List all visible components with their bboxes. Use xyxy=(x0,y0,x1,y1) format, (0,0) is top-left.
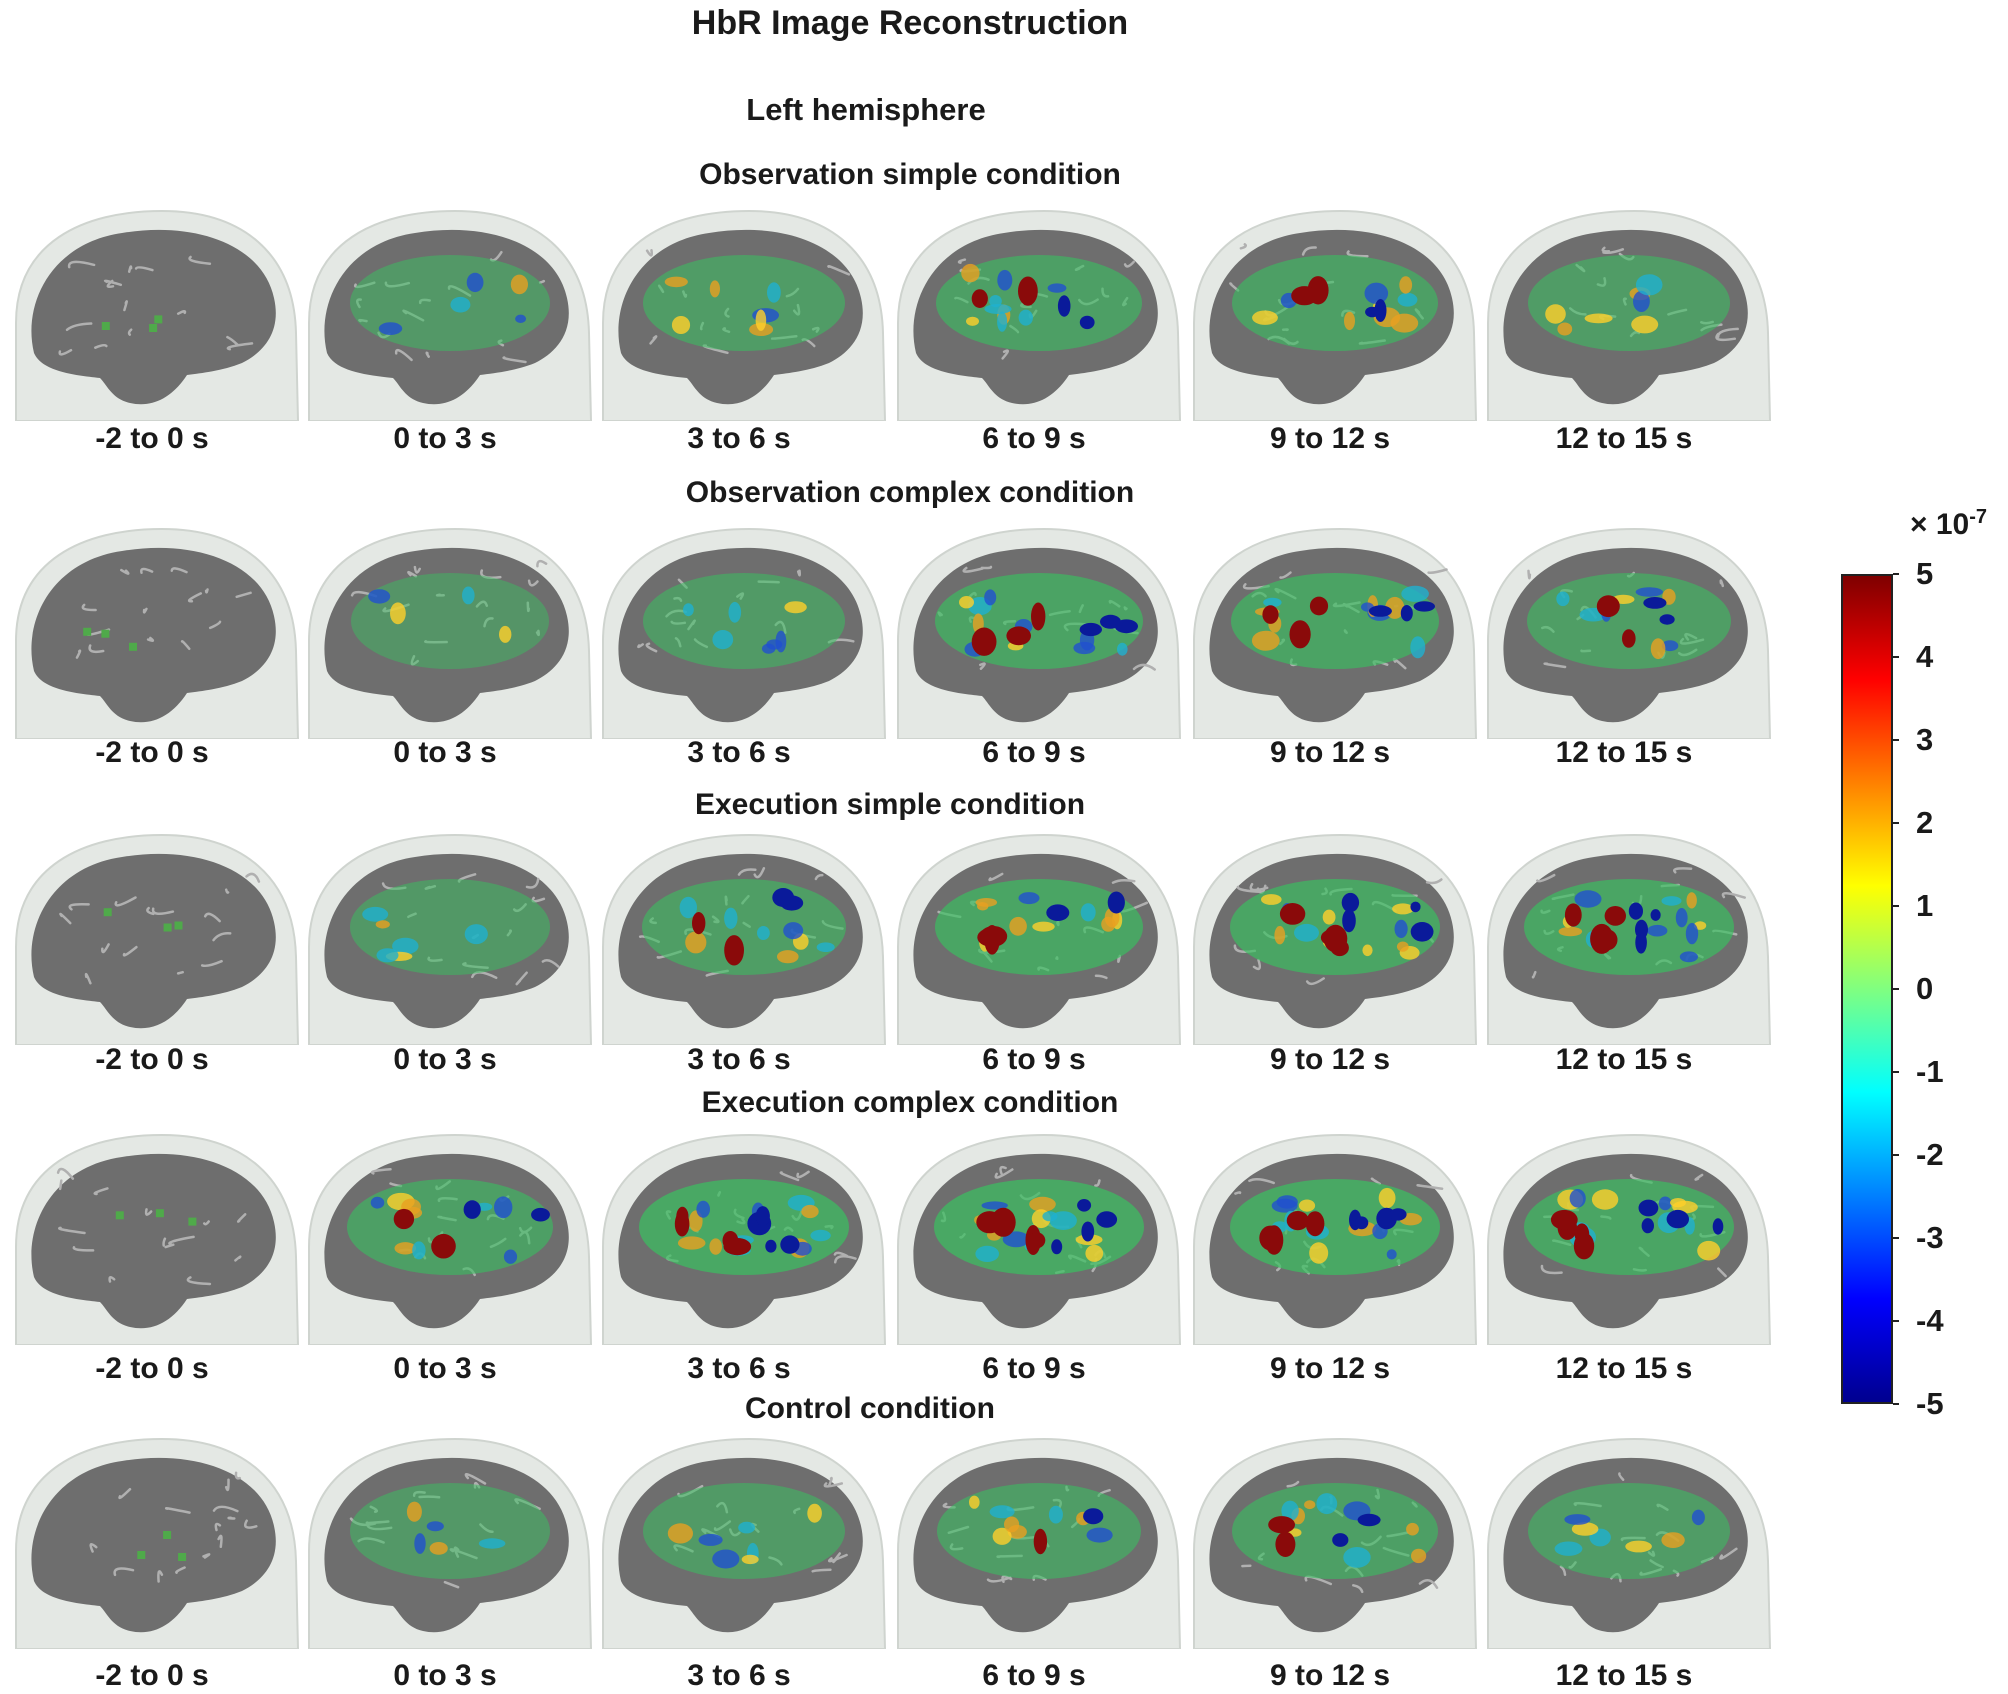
colorbar-tick-label: 1 xyxy=(1916,888,1934,923)
time-window-label: 12 to 15 s xyxy=(1555,1043,1693,1076)
condition-title: Execution simple condition xyxy=(694,788,1086,821)
time-window-label: 3 to 6 s xyxy=(687,1659,791,1692)
colorbar-tickmark xyxy=(1893,822,1899,824)
time-window-label: 0 to 3 s xyxy=(393,1043,497,1076)
time-window-label: 12 to 15 s xyxy=(1555,736,1693,769)
colorbar-tick-label: 3 xyxy=(1916,722,1934,757)
brain-image xyxy=(305,203,595,421)
colorbar-tickmark xyxy=(1893,1403,1899,1405)
time-window-label: 6 to 9 s xyxy=(982,736,1086,769)
colorbar-tickmark xyxy=(1893,1237,1899,1239)
colorbar-tick-label: -5 xyxy=(1916,1386,1944,1421)
time-window-label: 12 to 15 s xyxy=(1555,422,1693,455)
time-window-label: 6 to 9 s xyxy=(982,1659,1086,1692)
brain-image xyxy=(1484,203,1774,421)
colorbar-tick-label: 5 xyxy=(1916,556,1934,591)
brain-image xyxy=(305,827,595,1045)
colorbar-tick-label: 4 xyxy=(1916,639,1934,674)
colorbar xyxy=(1841,574,1893,1404)
brain-image xyxy=(894,521,1184,739)
time-window-label: 3 to 6 s xyxy=(687,1043,791,1076)
time-window-label: 6 to 9 s xyxy=(982,1043,1086,1076)
time-window-label: -2 to 0 s xyxy=(95,422,209,455)
brain-image xyxy=(1190,1127,1480,1345)
brain-image xyxy=(599,1431,889,1649)
colorbar-tick-label: -1 xyxy=(1916,1054,1944,1089)
time-window-label: 6 to 9 s xyxy=(982,422,1086,455)
time-window-label: 3 to 6 s xyxy=(687,1352,791,1385)
colorbar-tickmark xyxy=(1893,573,1899,575)
brain-image xyxy=(599,1127,889,1345)
brain-image xyxy=(12,1431,302,1649)
colorbar-tick-label: -2 xyxy=(1916,1137,1944,1172)
time-window-label: -2 to 0 s xyxy=(95,1659,209,1692)
figure-title: HbR Image Reconstruction xyxy=(691,4,1129,42)
colorbar-tickmark xyxy=(1893,1154,1899,1156)
colorbar-tickmark xyxy=(1893,739,1899,741)
colorbar-tick-label: 2 xyxy=(1916,805,1934,840)
brain-image xyxy=(305,1127,595,1345)
time-window-label: 0 to 3 s xyxy=(393,1659,497,1692)
colorbar-tickmark xyxy=(1893,905,1899,907)
time-window-label: 9 to 12 s xyxy=(1269,1043,1391,1076)
condition-title: Observation complex condition xyxy=(685,476,1135,509)
time-window-label: 0 to 3 s xyxy=(393,736,497,769)
brain-image xyxy=(305,521,595,739)
colorbar-tick-label: 0 xyxy=(1916,971,1934,1006)
condition-title: Observation simple condition xyxy=(699,158,1121,191)
brain-image xyxy=(12,1127,302,1345)
time-window-label: 9 to 12 s xyxy=(1269,736,1391,769)
brain-image xyxy=(894,827,1184,1045)
time-window-label: 3 to 6 s xyxy=(687,736,791,769)
brain-image xyxy=(599,521,889,739)
time-window-label: 6 to 9 s xyxy=(982,1352,1086,1385)
brain-image xyxy=(1190,1431,1480,1649)
time-window-label: 0 to 3 s xyxy=(393,422,497,455)
brain-image xyxy=(12,203,302,421)
colorbar-tick-label: -4 xyxy=(1916,1303,1944,1338)
brain-image xyxy=(599,203,889,421)
colorbar-tick-label: -3 xyxy=(1916,1220,1944,1255)
brain-image xyxy=(1484,521,1774,739)
condition-title: Execution complex condition xyxy=(701,1086,1119,1119)
time-window-label: -2 to 0 s xyxy=(95,1352,209,1385)
time-window-label: 12 to 15 s xyxy=(1555,1659,1693,1692)
condition-title: Control condition xyxy=(745,1392,995,1425)
time-window-label: -2 to 0 s xyxy=(95,736,209,769)
brain-image xyxy=(1190,203,1480,421)
time-window-label: 12 to 15 s xyxy=(1555,1352,1693,1385)
brain-image xyxy=(12,827,302,1045)
brain-image xyxy=(1190,521,1480,739)
brain-image xyxy=(1190,827,1480,1045)
time-window-label: -2 to 0 s xyxy=(95,1043,209,1076)
time-window-label: 3 to 6 s xyxy=(687,422,791,455)
brain-image xyxy=(894,203,1184,421)
time-window-label: 9 to 12 s xyxy=(1269,1659,1391,1692)
brain-image xyxy=(305,1431,595,1649)
time-window-label: 9 to 12 s xyxy=(1269,1352,1391,1385)
brain-image xyxy=(599,827,889,1045)
hemisphere-title: Left hemisphere xyxy=(746,92,986,127)
colorbar-tickmark xyxy=(1893,988,1899,990)
brain-image xyxy=(894,1431,1184,1649)
brain-image xyxy=(1484,1431,1774,1649)
colorbar-tickmark xyxy=(1893,1320,1899,1322)
colorbar-scale-base: × 10 xyxy=(1910,508,1970,541)
time-window-label: 9 to 12 s xyxy=(1269,422,1391,455)
colorbar-tickmark xyxy=(1893,656,1899,658)
colorbar-tickmark xyxy=(1893,1071,1899,1073)
time-window-label: 0 to 3 s xyxy=(393,1352,497,1385)
brain-image xyxy=(894,1127,1184,1345)
brain-image xyxy=(12,521,302,739)
brain-image xyxy=(1484,827,1774,1045)
colorbar-scale-label: × 10-7 xyxy=(1910,506,1987,542)
brain-image xyxy=(1484,1127,1774,1345)
colorbar-scale-exponent: -7 xyxy=(1969,506,1988,528)
